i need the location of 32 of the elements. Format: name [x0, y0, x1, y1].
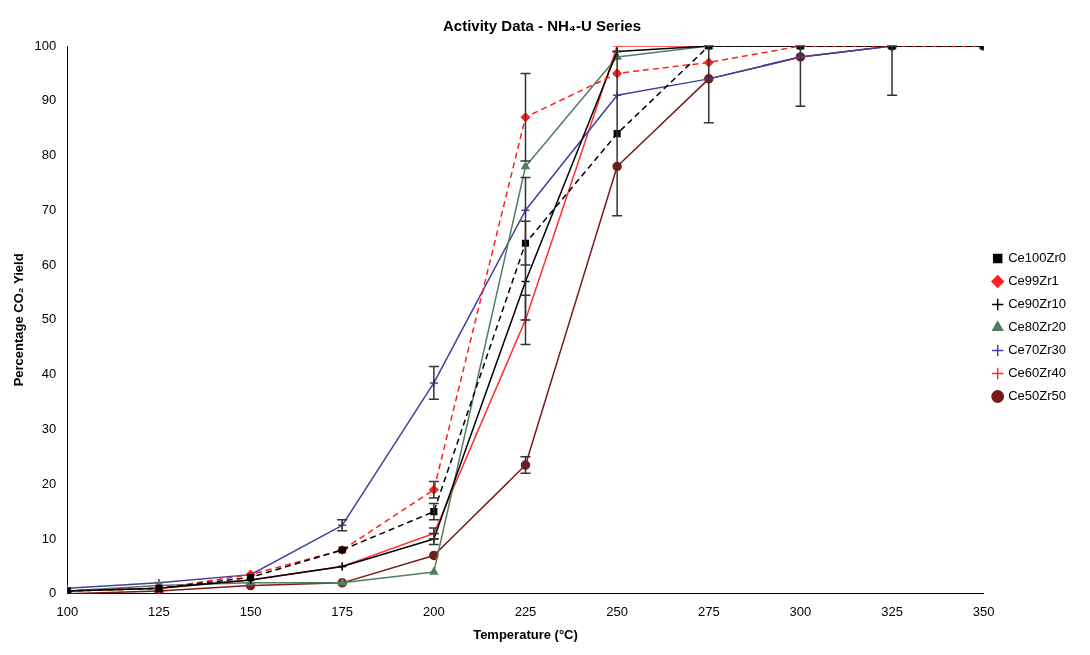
- legend-label: Ce70Zr30: [1008, 342, 1066, 358]
- legend-label: Ce80Zr20: [1008, 319, 1066, 335]
- legend-label: Ce90Zr10: [1008, 296, 1066, 312]
- y-axis-title: Percentage CO₂ Yield: [11, 253, 27, 387]
- x-tick-label: 125: [148, 604, 170, 620]
- x-axis-title: Temperature (°C): [473, 626, 578, 642]
- y-tick-label: 50: [41, 311, 57, 327]
- y-tick-label: 70: [41, 201, 57, 217]
- x-tick-label: 100: [56, 604, 79, 620]
- y-tick-label: 10: [41, 530, 57, 546]
- legend-label: Ce60Zr40: [1008, 365, 1066, 381]
- legend-label: Ce100Zr0: [1008, 250, 1066, 266]
- y-tick-label: 60: [41, 256, 57, 272]
- x-tick-label: 300: [789, 604, 812, 620]
- y-tick-label: 0: [49, 585, 57, 601]
- x-tick-label: 250: [606, 604, 628, 620]
- x-tick-label: 275: [697, 604, 720, 620]
- x-tick-label: 225: [514, 604, 537, 620]
- y-tick-label: 40: [41, 366, 57, 382]
- x-tick-label: 175: [331, 604, 354, 620]
- y-tick-label: 20: [41, 475, 57, 491]
- y-tick-label: 80: [41, 147, 57, 163]
- y-tick-label: 100: [34, 37, 57, 53]
- x-tick-label: 150: [239, 604, 262, 620]
- legend-label: Ce50Zr50: [1008, 388, 1066, 404]
- chart-title: Activity Data - NH₄-U Series: [442, 17, 642, 35]
- y-tick-label: 30: [41, 421, 57, 437]
- legend-label: Ce99Zr1: [1008, 273, 1059, 289]
- x-tick-label: 200: [423, 604, 445, 620]
- x-tick-label: 325: [881, 604, 903, 620]
- x-tick-label: 350: [972, 604, 995, 620]
- y-tick-label: 90: [41, 92, 57, 108]
